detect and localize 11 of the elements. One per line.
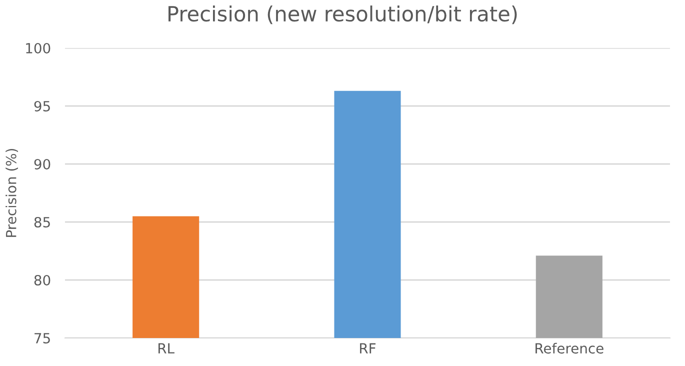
chart-title: Precision (new resolution/bit rate) bbox=[168, 5, 517, 24]
y-tick-label: 85 bbox=[34, 216, 50, 228]
y-tick-label: 90 bbox=[34, 158, 50, 170]
y-tick-label: 95 bbox=[34, 100, 50, 112]
y-axis-title: Precision (%) bbox=[6, 148, 18, 237]
x-tick-label: Reference bbox=[536, 342, 604, 354]
x-tick-label: RF bbox=[360, 343, 376, 354]
y-tick-label: 80 bbox=[34, 274, 50, 286]
y-tick-label: 75 bbox=[34, 333, 50, 344]
x-tick-label: RL bbox=[158, 343, 174, 354]
y-tick-label: 100 bbox=[26, 42, 50, 54]
